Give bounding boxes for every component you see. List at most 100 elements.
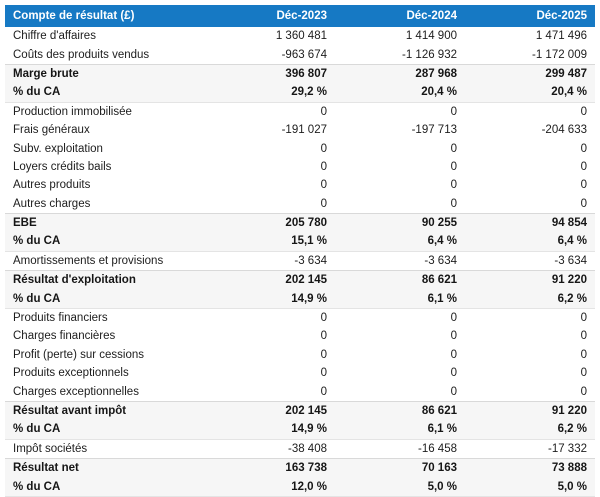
row-value: 0 [335,194,465,214]
row-value: 0 [465,345,595,365]
row-value: 12,0 % [205,477,335,497]
table-header: Compte de résultat (£) Déc-2023 Déc-2024… [5,5,595,27]
row-label: Produits exceptionnels [5,364,205,383]
row-label: EBE [5,212,205,233]
row-value: 6,4 % [335,232,465,252]
table-row: Chiffre d'affaires 1 360 481 1 414 900 1 47… [5,27,595,46]
row-value: 0 [465,157,595,177]
row-value: 5,0 % [465,477,595,497]
row-value: 0 [205,382,335,402]
row-label: Produits financiers [5,308,205,328]
row-value: 29,2 % [205,83,335,103]
table-row: Impôt sociétés -38 408 -16 458 -17 332 [5,439,595,459]
row-value: 73 888 [465,457,595,478]
row-label: % du CA [5,420,205,440]
table-body: Chiffre d'affaires 1 360 481 1 414 900 1 47… [5,27,595,497]
row-label: Chiffre d'affaires [5,27,205,46]
row-label: % du CA [5,477,205,497]
table-row: Frais généraux -191 027 -197 713 -204 633 [5,120,595,140]
row-value: 6,1 % [335,289,465,309]
row-label: Marge brute [5,63,205,84]
row-value: 0 [205,194,335,214]
row-label: Autres charges [5,194,205,214]
table-row: Loyers crédits bails 0 0 0 [5,157,595,177]
table-row: Produits exceptionnels 0 0 0 [5,364,595,383]
header-row: Compte de résultat (£) Déc-2023 Déc-2024… [5,5,595,27]
column-header-dec-2025: Déc-2025 [465,5,595,27]
row-value: 0 [205,157,335,177]
row-value: 0 [465,139,595,158]
row-value: 6,4 % [465,232,595,252]
row-label: Résultat net [5,457,205,478]
table-row: Produits financiers 0 0 0 [5,308,595,328]
row-value: 0 [335,364,465,383]
row-value: 163 738 [205,457,335,478]
table-row: Production immobilisée 0 0 0 [5,102,595,121]
table-row-total: Résultat d'exploitation 202 145 86 621 91 2… [5,270,595,290]
row-value: 0 [205,308,335,328]
row-value: 0 [465,327,595,346]
row-value: 0 [335,157,465,177]
row-value: 0 [205,327,335,346]
row-value: 86 621 [335,400,465,421]
table-row: Charges exceptionnelles 0 0 0 [5,382,595,402]
row-value: 0 [205,364,335,383]
row-value: 0 [465,102,595,121]
row-value: 90 255 [335,212,465,233]
table-row-total: Résultat net 163 738 70 163 73 888 [5,457,595,478]
row-value: 5,0 % [335,477,465,497]
row-value: 0 [335,176,465,195]
row-value: -38 408 [205,439,335,459]
row-value: 0 [335,327,465,346]
row-value: 1 360 481 [205,27,335,46]
row-label: Loyers crédits bails [5,157,205,177]
row-value: 287 968 [335,63,465,84]
row-label: Production immobilisée [5,102,205,121]
row-value: 0 [465,176,595,195]
row-label: % du CA [5,289,205,309]
row-label: % du CA [5,83,205,103]
row-label: Amortissements et provisions [5,251,205,271]
row-label: Charges financières [5,327,205,346]
column-header-dec-2023: Déc-2023 [205,5,335,27]
row-value: 0 [335,382,465,402]
table-row-total: % du CA 12,0 % 5,0 % 5,0 % [5,477,595,497]
income-statement-table: Compte de résultat (£) Déc-2023 Déc-2024… [5,5,595,497]
row-value: -3 634 [205,251,335,271]
row-value: 202 145 [205,270,335,290]
row-value: 15,1 % [205,232,335,252]
table-row-total: % du CA 29,2 % 20,4 % 20,4 % [5,83,595,103]
table-row: Profit (perte) sur cessions 0 0 0 [5,345,595,365]
row-value: -204 633 [465,120,595,140]
table-row-total: % du CA 14,9 % 6,1 % 6,2 % [5,289,595,309]
row-value: 91 220 [465,270,595,290]
row-value: 20,4 % [335,83,465,103]
row-value: 0 [205,102,335,121]
row-value: 86 621 [335,270,465,290]
table-row-total: Résultat avant impôt 202 145 86 621 91 220 [5,400,595,421]
row-value: 6,2 % [465,420,595,440]
row-value: -197 713 [335,120,465,140]
row-label: Coûts des produits vendus [5,45,205,65]
row-label: % du CA [5,232,205,252]
row-value: 0 [335,345,465,365]
row-label: Résultat avant impôt [5,400,205,421]
row-value: 0 [465,382,595,402]
row-label: Résultat d'exploitation [5,270,205,290]
row-value: 202 145 [205,400,335,421]
row-value: -1 126 932 [335,45,465,65]
table-row: Autres produits 0 0 0 [5,176,595,195]
row-value: 0 [335,139,465,158]
row-value: -3 634 [465,251,595,271]
row-value: 0 [205,345,335,365]
row-label: Subv. exploitation [5,139,205,158]
row-value: 0 [205,139,335,158]
row-value: -17 332 [465,439,595,459]
table-row-total: EBE 205 780 90 255 94 854 [5,212,595,233]
row-value: 94 854 [465,212,595,233]
row-value: -191 027 [205,120,335,140]
row-value: 0 [335,308,465,328]
row-value: 0 [465,308,595,328]
row-value: -1 172 009 [465,45,595,65]
